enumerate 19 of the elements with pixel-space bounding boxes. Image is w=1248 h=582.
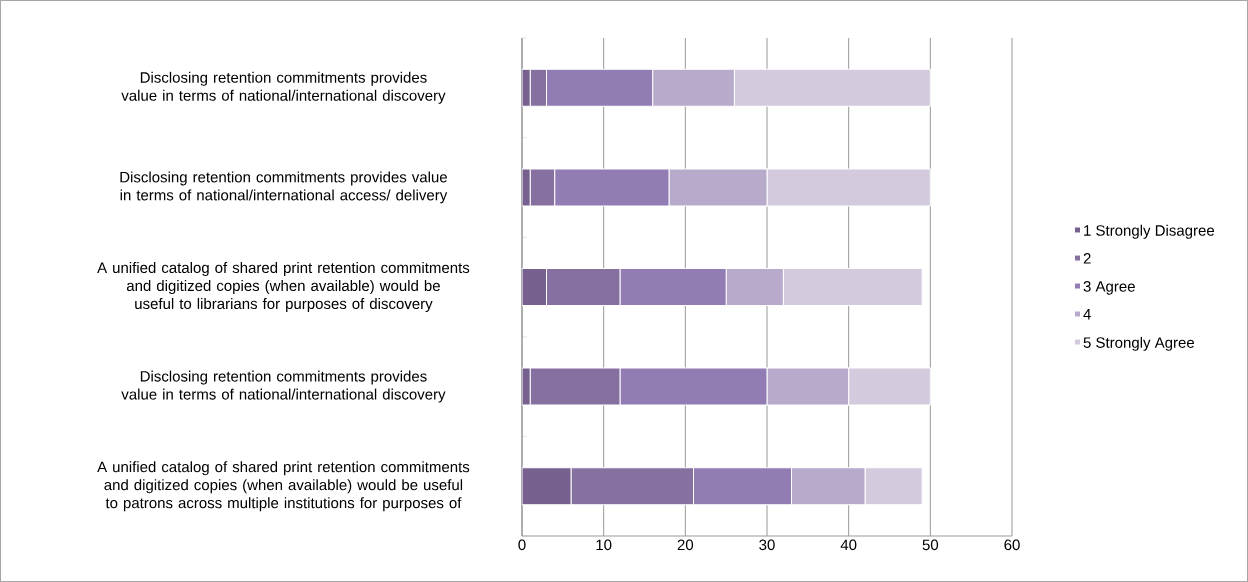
y-tick-label: A unified catalog of shared print retention commitments and digitized copies (when available) would be useful to patrons across multiple institutions for purposes of (97, 461, 470, 512)
x-tick-label: 50 (922, 539, 939, 551)
y-tick-label: A unified catalog of shared print retention commitments and digitized copies (when available) would be useful to librarians for purposes of discovery (97, 262, 470, 312)
legend-label: 3 Agree (1083, 281, 1135, 295)
y-tick-label: Disclosing retention commitments provides value in terms of national/international discovery (121, 370, 446, 403)
x-tick-label: 10 (596, 539, 612, 551)
x-tick-label: 40 (840, 539, 857, 551)
bar (522, 467, 572, 506)
y-tick-label: Disclosing retention commitments provides value in terms of national/international discovery (121, 71, 446, 104)
x-tick-label: 60 (1004, 539, 1020, 551)
x-tick-label: 0 (518, 539, 526, 551)
legend-label: 2 (1083, 253, 1091, 264)
legend-label: 1 Strongly Disagree (1084, 224, 1215, 239)
y-tick-label: Disclosing retention commitments provides value in terms of national/international access/ delivery (120, 171, 448, 204)
x-tick-label: 30 (759, 539, 775, 551)
legend-label: 5 Strongly Agree (1083, 336, 1195, 351)
legend-label: 4 (1083, 309, 1091, 320)
bar (522, 268, 547, 307)
x-tick-label: 20 (677, 539, 694, 551)
